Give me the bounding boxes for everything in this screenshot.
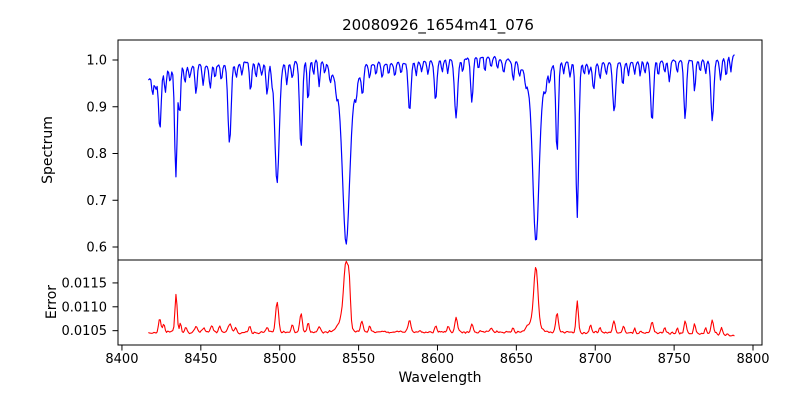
y-tick-label: 0.0105	[62, 324, 108, 339]
spectrum-y-axis-label: Spectrum	[40, 116, 56, 184]
axis-ticks: 8400 8450 8500 8550 8600 8650 8700 8750 8800 0.6 0…	[62, 54, 770, 367]
error-line	[148, 260, 735, 337]
x-tick-label: 8400	[105, 352, 138, 367]
y-tick-label: 0.6	[86, 241, 107, 256]
y-tick-label: 0.8	[86, 147, 107, 162]
spectrum-line	[148, 54, 735, 245]
x-tick-label: 8500	[263, 352, 296, 367]
y-tick-label: 0.7	[86, 194, 107, 209]
x-tick-label: 8450	[184, 352, 217, 367]
y-tick-label: 0.9	[86, 100, 107, 115]
x-tick-label: 8700	[579, 352, 612, 367]
y-tick-label: 0.0110	[62, 300, 108, 315]
x-tick-label: 8550	[342, 352, 375, 367]
x-tick-label: 8600	[421, 352, 454, 367]
error-axes	[117, 259, 763, 346]
x-tick-label: 8650	[500, 352, 533, 367]
plot-title: 20080926_1654m41_076	[342, 16, 534, 35]
x-tick-label: 8800	[736, 352, 769, 367]
x-tick-label: 8750	[658, 352, 691, 367]
x-axis-label: Wavelength	[398, 370, 481, 386]
y-tick-label: 0.0115	[62, 276, 108, 291]
error-y-axis-label: Error	[44, 285, 60, 319]
y-tick-label: 1.0	[86, 54, 107, 69]
